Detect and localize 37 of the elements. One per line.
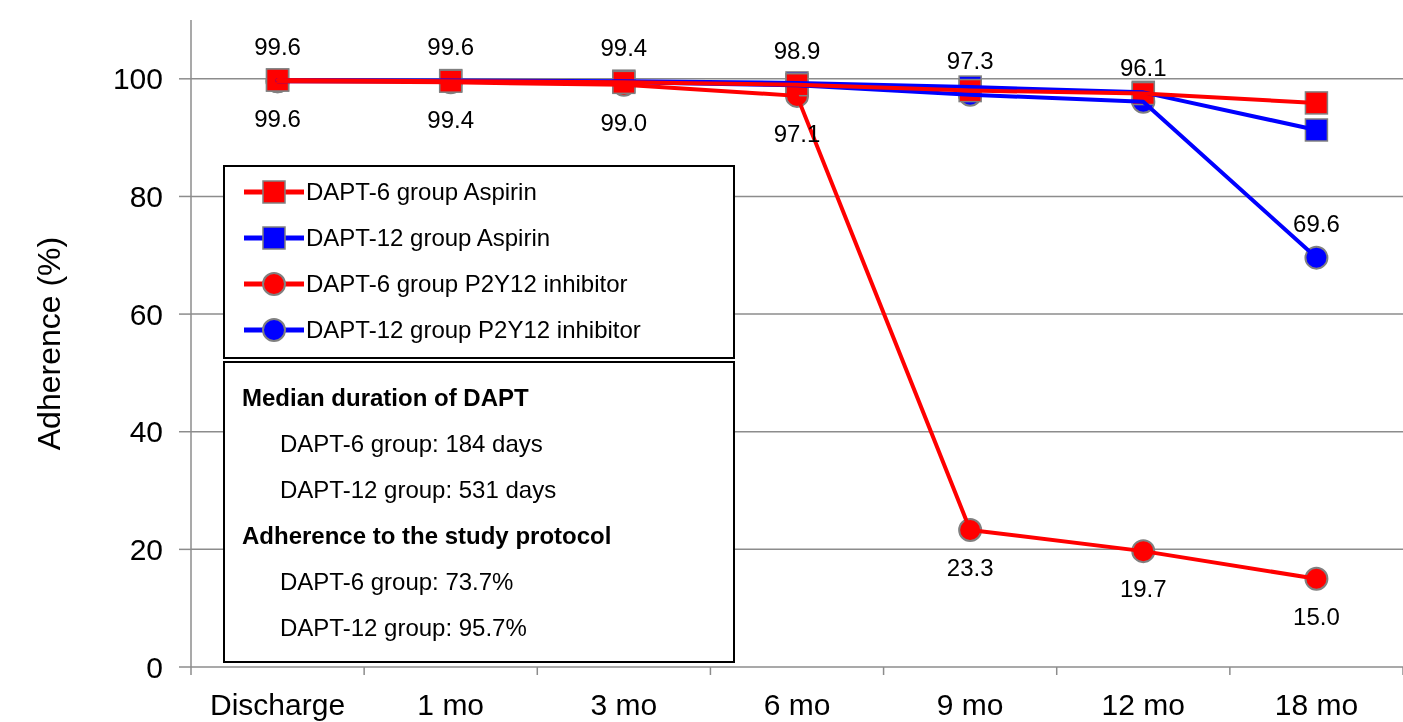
data-label: 19.7 — [1119, 575, 1167, 603]
x-tick-label: 3 mo — [590, 688, 658, 721]
y-tick-label: 40 — [129, 415, 163, 449]
data-label: 15.0 — [1293, 602, 1340, 630]
data-label: 99.0 — [600, 108, 648, 136]
y-axis-title: Adherence (%) — [31, 236, 67, 451]
y-tick-label: 100 — [112, 62, 163, 96]
data-label: 99.4 — [427, 106, 475, 134]
data-label: 99.6 — [427, 33, 475, 61]
annotation: Median duration of DAPT — [242, 384, 529, 411]
x-tick-label: 6 mo — [763, 688, 831, 721]
data-label: 97.3 — [946, 46, 994, 74]
data-label: 99.4 — [600, 34, 648, 62]
annotation: DAPT-12 group: 95.7% — [280, 614, 527, 641]
annotation: DAPT-6 group: 184 days — [280, 430, 543, 457]
data-label: 98.9 — [773, 37, 821, 65]
x-tick-label: Discharge — [210, 688, 346, 721]
data-label: 23.3 — [946, 553, 994, 581]
annotation: Adherence to the study protocol — [242, 522, 612, 549]
data-label: 69.6 — [1293, 209, 1340, 237]
annotation: DAPT-12 group: 531 days — [280, 476, 557, 503]
data-label: 96.1 — [1119, 53, 1167, 81]
y-tick-label: 0 — [146, 650, 163, 684]
x-tick-label: 1 mo — [417, 688, 485, 721]
data-label: 99.6 — [254, 105, 301, 133]
annotation: DAPT-6 group: 73.7% — [280, 568, 514, 595]
data-label: 99.6 — [254, 33, 301, 61]
y-tick-label: 60 — [129, 297, 163, 331]
x-tick-label: 12 mo — [1101, 688, 1185, 721]
y-tick-label: 80 — [129, 179, 163, 213]
legend-label: DAPT-12 group P2Y12 inhibitor — [306, 316, 641, 344]
legend-label: DAPT-6 group Aspirin — [306, 178, 537, 206]
y-tick-label: 20 — [129, 532, 163, 566]
x-tick-label: 18 mo — [1274, 688, 1359, 721]
legend-label: DAPT-6 group P2Y12 inhibitor — [306, 270, 628, 298]
legend-label: DAPT-12 group Aspirin — [306, 224, 551, 252]
x-tick-label: 9 mo — [936, 688, 1004, 721]
